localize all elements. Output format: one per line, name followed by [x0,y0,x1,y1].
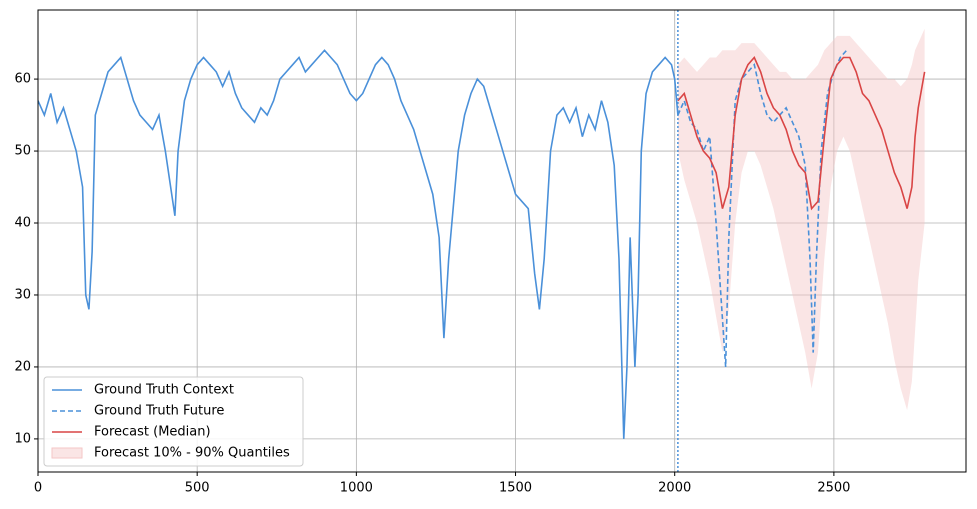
y-tick-label: 10 [14,431,31,446]
x-tick-label: 1500 [499,481,532,496]
series-line [38,49,679,439]
legend-label: Ground Truth Future [94,404,224,419]
y-tick-label: 40 [14,216,31,231]
y-tick-label: 20 [14,359,31,374]
x-tick-label: 1000 [340,481,373,496]
y-tick-label: 30 [14,287,31,302]
legend-swatch [51,447,83,459]
legend-box [43,376,304,467]
x-tick-label: 2500 [817,481,850,496]
legend-label: Forecast (Median) [94,425,211,440]
y-tick-label: 50 [14,144,31,159]
series-line [677,49,848,367]
y-tick-label: 60 [14,72,31,87]
x-tick-label: 2000 [658,481,691,496]
legend-label: Ground Truth Context [94,383,234,398]
x-tick-label: 0 [34,481,42,496]
plot-frame [37,9,967,473]
plot [38,28,926,439]
series-line [677,56,926,211]
legend-label: Forecast 10% - 90% Quantiles [94,446,290,461]
x-tick-label: 500 [185,481,210,496]
quantile-band [677,28,925,411]
